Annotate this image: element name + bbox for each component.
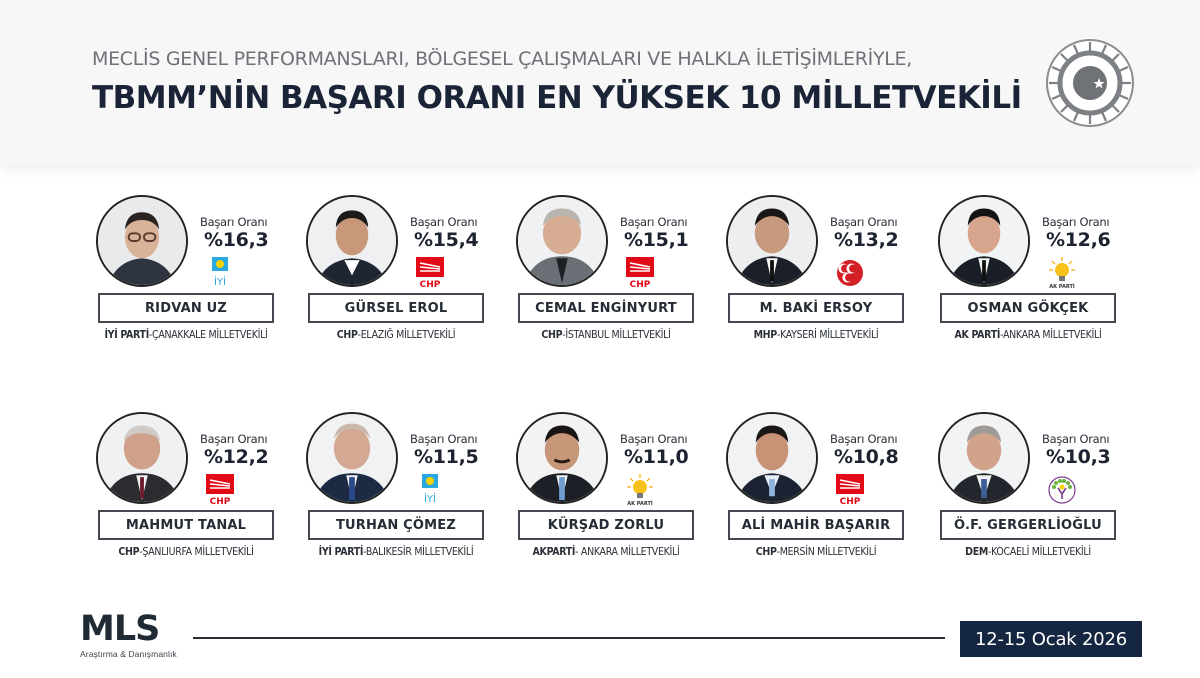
- rate-value: %12,6: [1046, 229, 1111, 251]
- deputy-district: MHP-KAYSERİ MİLLETVEKİLİ: [753, 329, 879, 341]
- svg-text:CHP: CHP: [210, 497, 231, 506]
- mls-brand: MLS: [80, 609, 160, 649]
- deputy-photo: [516, 412, 608, 504]
- deputy-district: CHP-İSTANBUL MİLLETVEKİLİ: [541, 329, 671, 341]
- iyi-parti-logo-icon: İYİ: [416, 474, 444, 506]
- rate-label: Başarı Oranı: [410, 215, 478, 229]
- deputy-card-6: Başarı Oranı %12,2 CHP MAHMUT TANAL CHP-…: [90, 410, 290, 570]
- dem-parti-logo-icon: [1048, 474, 1076, 506]
- deputy-name: GÜRSEL EROL: [308, 293, 484, 323]
- deputy-card-2: Başarı Oranı %15,4 CHP GÜRSEL EROL CHP-E…: [300, 193, 500, 353]
- mls-logo: MLS Araştırma & Danışmanlık: [80, 611, 177, 659]
- svg-text:CHP: CHP: [630, 280, 651, 289]
- tbmm-emblem-icon: [1045, 38, 1135, 128]
- date-badge: 12-15 Ocak 2026: [960, 621, 1142, 657]
- deputy-name: KÜRŞAD ZORLU: [518, 510, 694, 540]
- chp-logo-icon: CHP: [206, 474, 234, 506]
- rate-value: %13,2: [834, 229, 899, 251]
- svg-text:İYİ: İYİ: [424, 492, 436, 505]
- deputy-district: AK PARTİ-ANKARA MİLLETVEKİLİ: [954, 329, 1102, 341]
- page-subtitle: MECLİS GENEL PERFORMANSLARI, BÖLGESEL ÇA…: [92, 48, 912, 70]
- page-title: TBMM’NİN BAŞARI ORANI EN YÜKSEK 10 MİLLE…: [92, 80, 1022, 116]
- deputy-card-8: Başarı Oranı %11,0 AK PARTİ KÜRŞAD ZORLU…: [510, 410, 710, 570]
- rate-label: Başarı Oranı: [200, 215, 268, 229]
- deputy-district: CHP-ŞANLIURFA MİLLETVEKİLİ: [118, 546, 254, 558]
- header-band: MECLİS GENEL PERFORMANSLARI, BÖLGESEL ÇA…: [0, 0, 1200, 165]
- deputy-photo: [938, 412, 1030, 504]
- svg-text:İYİ: İYİ: [214, 275, 226, 288]
- iyi-parti-logo-icon: İYİ: [206, 257, 234, 289]
- rate-value: %11,5: [414, 446, 479, 468]
- rate-label: Başarı Oranı: [1042, 215, 1110, 229]
- deputy-photo: [96, 412, 188, 504]
- deputy-name: TURHAN ÇÖMEZ: [308, 510, 484, 540]
- rate-label: Başarı Oranı: [410, 432, 478, 446]
- deputy-district: DEM-KOCAELİ MİLLETVEKİLİ: [965, 546, 1091, 558]
- deputy-card-1: Başarı Oranı %16,3 İYİ RIDVAN UZ İYİ PAR…: [90, 193, 290, 353]
- svg-text:CHP: CHP: [840, 497, 861, 506]
- rate-label: Başarı Oranı: [620, 432, 688, 446]
- chp-logo-icon: CHP: [416, 257, 444, 289]
- ak-parti-logo-icon: AK PARTİ: [1048, 257, 1076, 289]
- deputy-name: RIDVAN UZ: [98, 293, 274, 323]
- rate-label: Başarı Oranı: [830, 215, 898, 229]
- deputy-card-10: Başarı Oranı %10,3 Ö.F. GERGERLİOĞLU DEM…: [932, 410, 1132, 570]
- deputy-photo: [96, 195, 188, 287]
- footer-divider: [193, 637, 945, 639]
- mls-brand-subtitle: Araştırma & Danışmanlık: [80, 649, 177, 659]
- deputy-photo: [516, 195, 608, 287]
- deputy-photo: [726, 195, 818, 287]
- rate-value: %12,2: [204, 446, 269, 468]
- deputy-card-4: Başarı Oranı %13,2 M. BAKİ ERSOY MHP-KAY…: [720, 193, 920, 353]
- mhp-logo-icon: [836, 257, 864, 289]
- svg-text:AK PARTİ: AK PARTİ: [627, 500, 653, 506]
- ak-parti-logo-icon: AK PARTİ: [626, 474, 654, 506]
- chp-logo-icon: CHP: [626, 257, 654, 289]
- deputy-card-5: Başarı Oranı %12,6 AK PARTİ OSMAN GÖKÇEK…: [932, 193, 1132, 353]
- deputy-name: M. BAKİ ERSOY: [728, 293, 904, 323]
- rate-value: %16,3: [204, 229, 269, 251]
- deputy-name: OSMAN GÖKÇEK: [940, 293, 1116, 323]
- deputy-card-3: Başarı Oranı %15,1 CHP CEMAL ENGİNYURT C…: [510, 193, 710, 353]
- rate-value: %10,3: [1046, 446, 1111, 468]
- deputy-name: ALİ MAHİR BAŞARIR: [728, 510, 904, 540]
- deputy-photo: [726, 412, 818, 504]
- rate-value: %15,4: [414, 229, 479, 251]
- deputy-district: İYİ PARTİ-BALIKESİR MİLLETVEKİLİ: [318, 546, 474, 558]
- deputy-name: Ö.F. GERGERLİOĞLU: [940, 510, 1116, 540]
- deputy-photo: [306, 195, 398, 287]
- rate-value: %10,8: [834, 446, 899, 468]
- deputy-photo: [306, 412, 398, 504]
- rate-label: Başarı Oranı: [620, 215, 688, 229]
- deputy-name: CEMAL ENGİNYURT: [518, 293, 694, 323]
- svg-text:CHP: CHP: [420, 280, 441, 289]
- deputy-photo: [938, 195, 1030, 287]
- chp-logo-icon: CHP: [836, 474, 864, 506]
- rate-value: %11,0: [624, 446, 689, 468]
- deputy-district: CHP-MERSİN MİLLETVEKİLİ: [755, 546, 877, 558]
- rate-label: Başarı Oranı: [1042, 432, 1110, 446]
- rate-value: %15,1: [624, 229, 689, 251]
- deputy-card-9: Başarı Oranı %10,8 CHP ALİ MAHİR BAŞARIR…: [720, 410, 920, 570]
- deputy-district: İYİ PARTİ-ÇANAKKALE MİLLETVEKİLİ: [104, 329, 268, 341]
- deputy-district: AKPARTİ- ANKARA MİLLETVEKİLİ: [532, 546, 680, 558]
- deputy-name: MAHMUT TANAL: [98, 510, 274, 540]
- svg-text:AK PARTİ: AK PARTİ: [1049, 283, 1075, 289]
- rate-label: Başarı Oranı: [200, 432, 268, 446]
- deputy-district: CHP-ELAZIĞ MİLLETVEKİLİ: [336, 329, 456, 341]
- deputy-card-7: Başarı Oranı %11,5 İYİ TURHAN ÇÖMEZ İYİ …: [300, 410, 500, 570]
- rate-label: Başarı Oranı: [830, 432, 898, 446]
